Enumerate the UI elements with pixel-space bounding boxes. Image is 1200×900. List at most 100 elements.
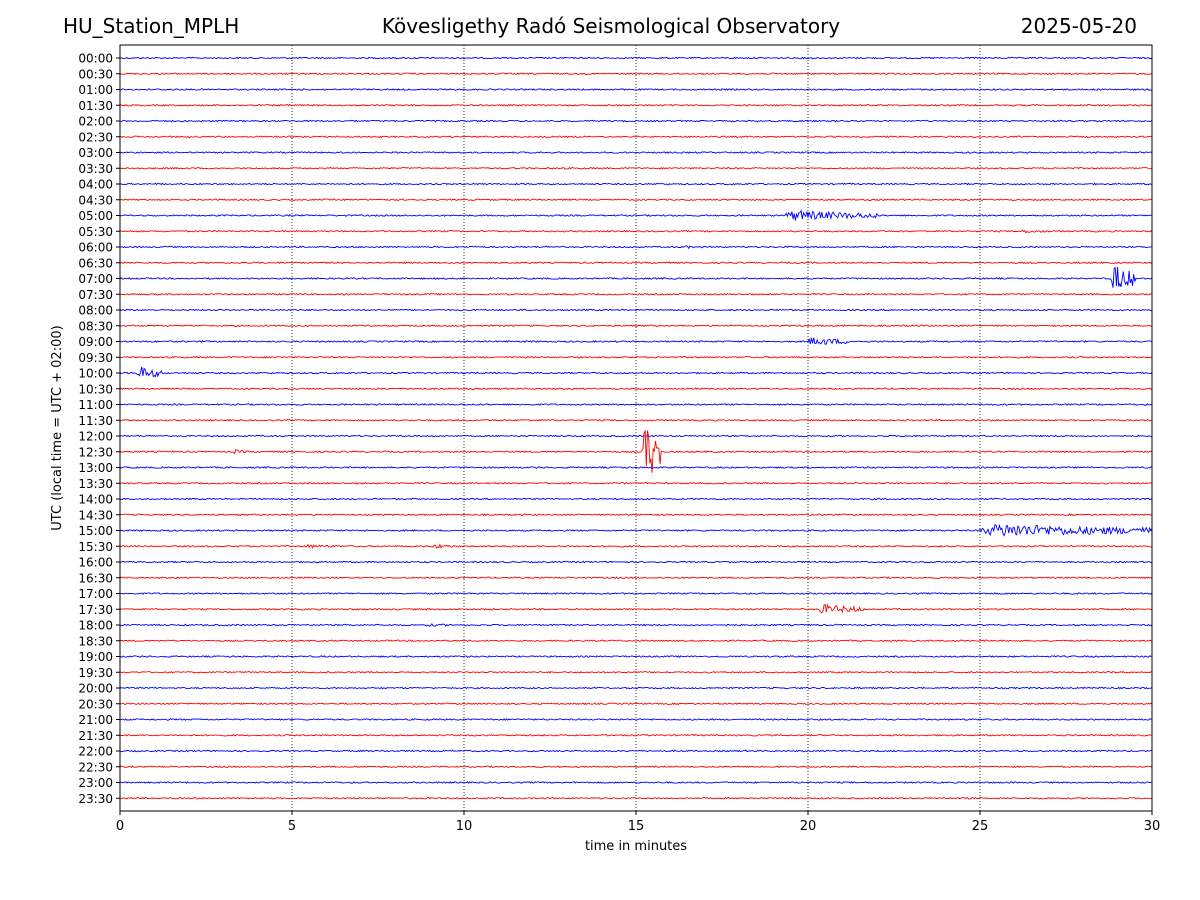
y-tick-label-9: 04:30 — [78, 193, 113, 207]
trace-1300 — [119, 466, 1153, 469]
trace-2230 — [119, 765, 1153, 769]
trace-1130 — [119, 418, 1153, 422]
trace-1600 — [119, 560, 1152, 564]
y-tick-label-32: 16:00 — [78, 556, 113, 570]
trace-0500 — [119, 209, 1153, 221]
y-tick-label-12: 06:00 — [78, 241, 113, 255]
y-tick-label-4: 02:00 — [78, 115, 113, 129]
trace-1930 — [119, 670, 1153, 674]
y-tick-label-35: 17:30 — [78, 603, 113, 617]
x-tick-label-6: 30 — [1144, 819, 1161, 834]
x-tick-label-1: 5 — [288, 819, 296, 834]
y-tick-label-11: 05:30 — [78, 225, 113, 239]
y-tick-label-7: 03:30 — [78, 162, 113, 176]
y-tick-label-25: 12:30 — [78, 445, 113, 459]
y-tick-label-43: 21:30 — [78, 729, 113, 743]
trace-0330 — [119, 166, 1153, 170]
trace-2330 — [119, 796, 1153, 800]
trace-0700 — [119, 266, 1153, 288]
trace-0530 — [119, 229, 1153, 234]
trace-1330 — [119, 481, 1153, 485]
y-tick-label-44: 22:00 — [78, 745, 113, 759]
y-tick-label-20: 10:00 — [78, 367, 113, 381]
trace-0230 — [120, 135, 1153, 139]
trace-1530 — [119, 543, 1153, 549]
trace-2030 — [120, 702, 1153, 706]
trace-0600 — [119, 245, 1153, 250]
y-tick-label-6: 03:00 — [78, 146, 113, 160]
trace-1700 — [119, 592, 1153, 595]
y-tick-label-38: 19:00 — [78, 650, 113, 664]
trace-0630 — [119, 261, 1153, 265]
x-axis-label: time in minutes — [585, 839, 687, 854]
y-tick-label-13: 06:30 — [78, 256, 113, 270]
x-tick-label-5: 25 — [972, 819, 989, 834]
trace-2100 — [119, 718, 1153, 721]
y-tick-label-3: 01:30 — [78, 99, 113, 113]
y-tick-label-24: 12:00 — [78, 430, 113, 444]
trace-group — [119, 56, 1153, 800]
trace-1430 — [119, 513, 1153, 517]
y-tick-label-45: 22:30 — [78, 760, 113, 774]
y-tick-label-30: 15:00 — [78, 524, 113, 538]
y-tick-label-23: 11:30 — [78, 414, 113, 428]
y-tick-label-8: 04:00 — [78, 178, 113, 192]
y-tick-label-36: 18:00 — [78, 619, 113, 633]
date-label: 2025-05-20 — [1020, 14, 1137, 38]
y-tick-label-15: 07:30 — [78, 288, 113, 302]
trace-1730 — [119, 603, 1153, 614]
trace-1800 — [119, 622, 1153, 628]
y-axis-label: UTC (local time = UTC + 02:00) — [50, 325, 65, 530]
y-tick-label-28: 14:00 — [78, 493, 113, 507]
trace-0030 — [119, 72, 1153, 76]
trace-1400 — [119, 497, 1153, 501]
trace-0000 — [119, 56, 1153, 60]
trace-1030 — [119, 387, 1153, 391]
y-tick-label-18: 09:00 — [78, 335, 113, 349]
x-tick-label-4: 20 — [800, 819, 817, 834]
y-tick-label-27: 13:30 — [78, 477, 113, 491]
trace-1000 — [119, 366, 1153, 378]
trace-0200 — [119, 119, 1153, 123]
y-tick-label-21: 10:30 — [78, 382, 113, 396]
y-tick-label-41: 20:30 — [78, 697, 113, 711]
observatory-title: Kövesligethy Radó Seismological Observat… — [381, 14, 841, 38]
trace-1830 — [119, 639, 1153, 643]
trace-2200 — [119, 749, 1153, 753]
y-tick-label-16: 08:00 — [78, 304, 113, 318]
y-tick-label-29: 14:30 — [78, 508, 113, 522]
y-tick-label-46: 23:00 — [78, 776, 113, 790]
y-tick-label-0: 00:00 — [78, 52, 113, 66]
trace-0800 — [119, 308, 1153, 312]
station-label: HU_Station_MPLH — [63, 14, 240, 38]
y-tick-label-19: 09:30 — [78, 351, 113, 365]
trace-0430 — [119, 198, 1153, 202]
trace-0300 — [119, 151, 1153, 154]
trace-0900 — [119, 337, 1153, 346]
trace-1200 — [119, 434, 1153, 438]
grid-lines — [291, 45, 981, 811]
trace-1500 — [119, 523, 1153, 537]
trace-0130 — [119, 103, 1153, 107]
trace-2130 — [119, 733, 1152, 737]
y-tick-label-17: 08:30 — [78, 319, 113, 333]
y-tick-label-40: 20:00 — [78, 682, 113, 696]
y-tick-label-22: 11:00 — [78, 398, 113, 412]
y-tick-label-14: 07:00 — [78, 272, 113, 286]
trace-1100 — [119, 403, 1153, 406]
y-tick-label-26: 13:00 — [78, 461, 113, 475]
y-tick-label-2: 01:00 — [78, 83, 113, 97]
y-tick-label-33: 16:30 — [78, 571, 113, 585]
y-tick-label-42: 21:00 — [78, 713, 113, 727]
trace-1630 — [119, 576, 1153, 580]
trace-2000 — [119, 686, 1153, 690]
y-tick-label-1: 00:30 — [78, 67, 113, 81]
y-tick-label-47: 23:30 — [78, 792, 113, 806]
y-tick-label-10: 05:00 — [78, 209, 113, 223]
trace-0100 — [119, 88, 1153, 91]
trace-0830 — [119, 324, 1153, 328]
x-tick-label-2: 10 — [456, 819, 473, 834]
x-tick-label-0: 0 — [116, 819, 124, 834]
